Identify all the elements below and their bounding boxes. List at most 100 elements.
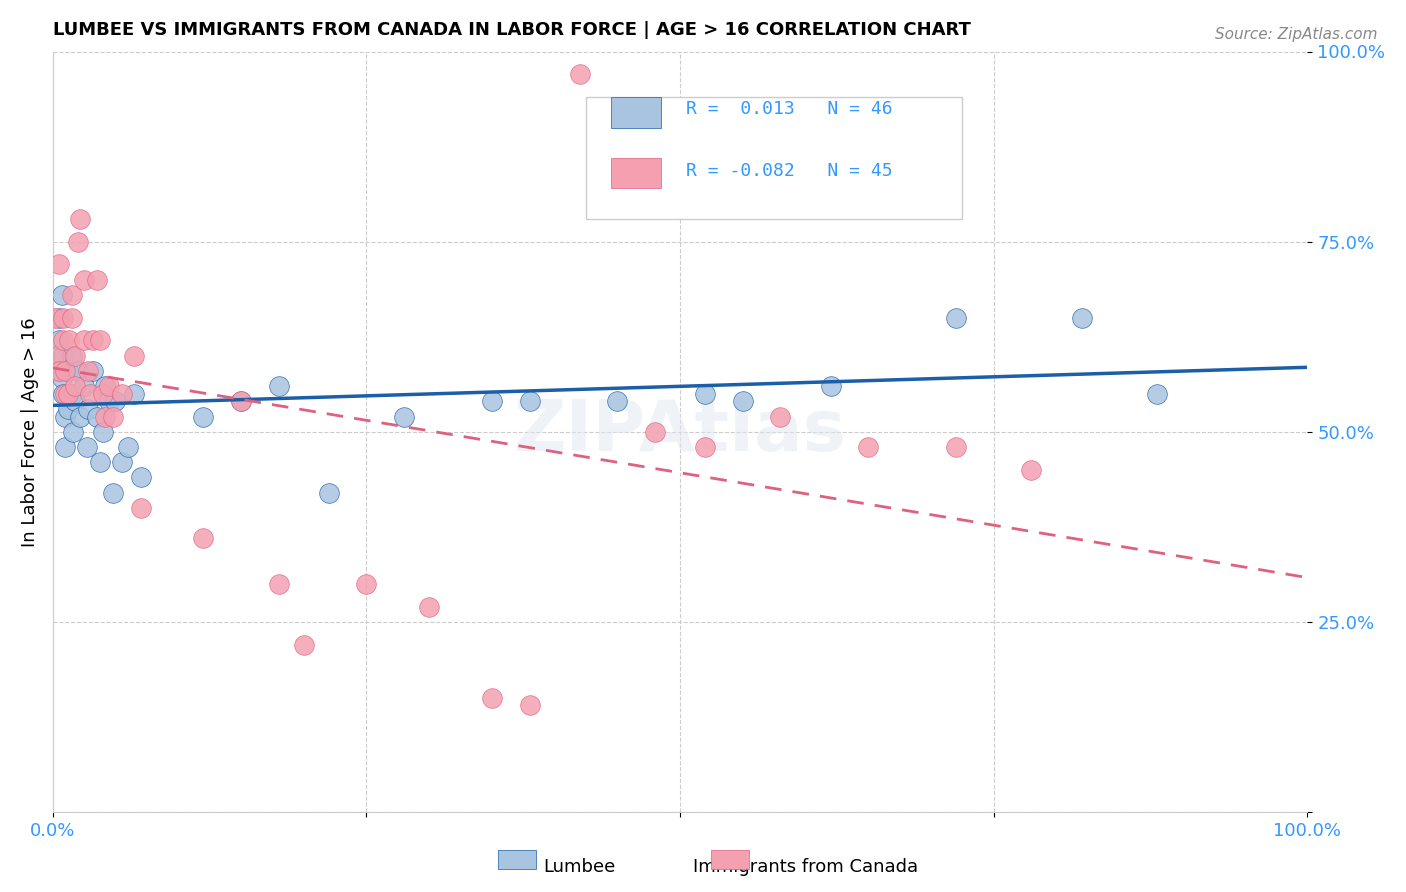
Point <box>62 425 84 439</box>
Text: Immigrants from Canada: Immigrants from Canada <box>693 857 918 876</box>
Point <box>356 577 378 591</box>
Point <box>1021 463 1043 477</box>
Point <box>60 386 83 401</box>
Point <box>52 386 75 401</box>
Point <box>53 440 76 454</box>
Point <box>392 409 415 424</box>
Point <box>66 235 89 249</box>
Point <box>418 599 440 614</box>
Point <box>820 379 842 393</box>
Point <box>519 698 541 713</box>
Point <box>82 334 104 348</box>
Point <box>56 401 79 416</box>
Point <box>56 364 79 378</box>
Point <box>267 379 290 393</box>
Point <box>292 638 315 652</box>
Point <box>117 440 139 454</box>
Point <box>60 349 83 363</box>
Y-axis label: In Labor Force | Age > 16: In Labor Force | Age > 16 <box>21 317 39 547</box>
FancyBboxPatch shape <box>612 97 661 128</box>
Point <box>91 386 114 401</box>
Point <box>51 288 73 302</box>
Point <box>606 394 628 409</box>
Point <box>44 310 66 325</box>
Point <box>858 440 880 454</box>
Point <box>65 394 87 409</box>
Point <box>111 386 134 401</box>
Point <box>124 386 146 401</box>
Point <box>193 531 215 545</box>
Point <box>481 394 503 409</box>
Point <box>695 386 717 401</box>
Point <box>98 379 121 393</box>
Point <box>73 334 96 348</box>
Point <box>60 310 83 325</box>
Point <box>52 349 75 363</box>
Point <box>69 211 91 226</box>
Point <box>69 409 91 424</box>
Point <box>48 364 70 378</box>
Point <box>86 272 108 286</box>
Point <box>104 394 127 409</box>
FancyBboxPatch shape <box>498 850 536 869</box>
Point <box>48 310 70 325</box>
Point <box>52 310 75 325</box>
Point <box>94 379 117 393</box>
Point <box>129 470 152 484</box>
FancyBboxPatch shape <box>586 97 962 219</box>
Point <box>94 409 117 424</box>
Point <box>129 500 152 515</box>
Point <box>82 364 104 378</box>
Point <box>73 379 96 393</box>
Text: R =  0.013   N = 46: R = 0.013 N = 46 <box>686 100 893 118</box>
Point <box>56 386 79 401</box>
Point <box>53 386 76 401</box>
Point <box>945 310 967 325</box>
Point <box>111 455 134 469</box>
Point <box>76 440 98 454</box>
Point <box>568 67 591 81</box>
Point <box>1070 310 1092 325</box>
Point <box>229 394 252 409</box>
Point <box>644 425 666 439</box>
Point <box>229 394 252 409</box>
Point <box>267 577 290 591</box>
Point <box>66 364 89 378</box>
Point <box>76 364 98 378</box>
Point <box>65 379 87 393</box>
Point <box>76 401 98 416</box>
Point <box>481 690 503 705</box>
Point <box>89 334 111 348</box>
Point <box>98 394 121 409</box>
Point <box>731 394 754 409</box>
Point <box>53 409 76 424</box>
Point <box>58 334 80 348</box>
Text: Lumbee: Lumbee <box>544 857 616 876</box>
Point <box>1146 386 1168 401</box>
Point <box>89 455 111 469</box>
Text: LUMBEE VS IMMIGRANTS FROM CANADA IN LABOR FORCE | AGE > 16 CORRELATION CHART: LUMBEE VS IMMIGRANTS FROM CANADA IN LABO… <box>52 21 970 39</box>
Point <box>51 371 73 385</box>
Point <box>193 409 215 424</box>
Point <box>86 409 108 424</box>
Point <box>101 485 124 500</box>
Point <box>52 334 75 348</box>
Point <box>769 409 792 424</box>
Point <box>91 425 114 439</box>
Point <box>45 349 67 363</box>
Point <box>73 272 96 286</box>
Point <box>519 394 541 409</box>
Text: ZIPAtlas: ZIPAtlas <box>513 397 846 467</box>
Point <box>318 485 340 500</box>
Point <box>695 440 717 454</box>
Point <box>48 364 70 378</box>
FancyBboxPatch shape <box>711 850 749 869</box>
Point <box>48 334 70 348</box>
Text: R = -0.082   N = 45: R = -0.082 N = 45 <box>686 161 893 180</box>
Point <box>79 386 101 401</box>
FancyBboxPatch shape <box>612 158 661 188</box>
Point <box>65 349 87 363</box>
Point <box>48 257 70 271</box>
Point <box>53 364 76 378</box>
Point <box>124 349 146 363</box>
